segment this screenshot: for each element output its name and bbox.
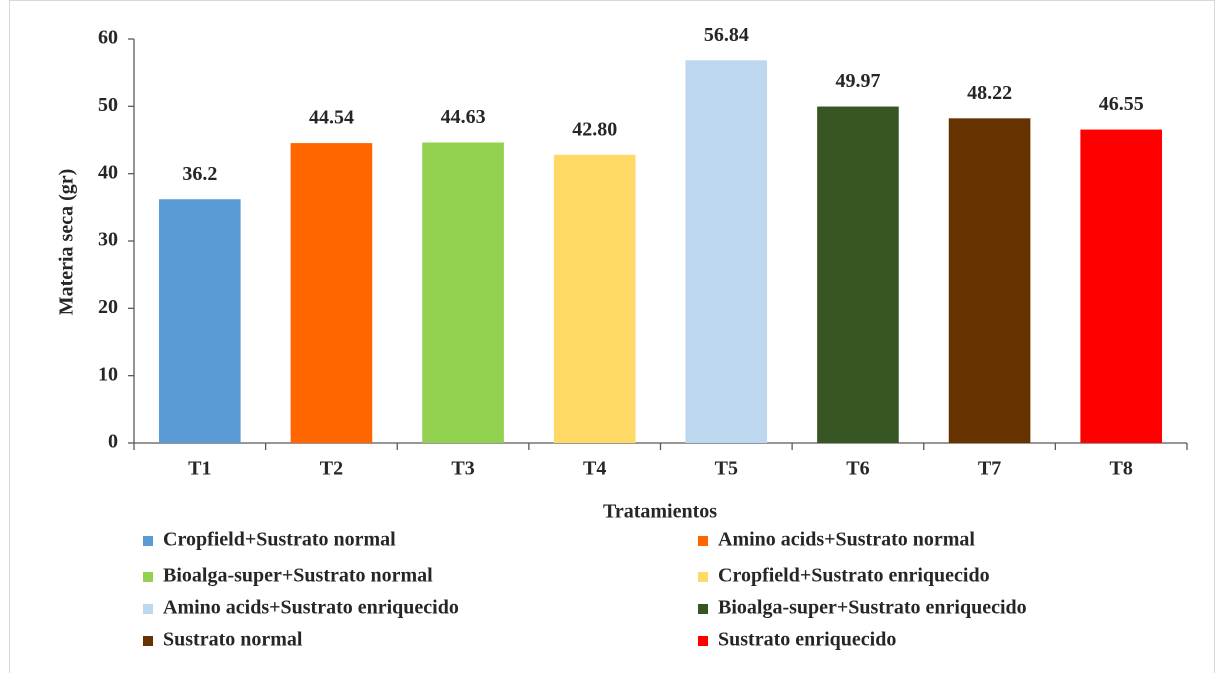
bar xyxy=(553,154,636,443)
bar xyxy=(817,106,899,443)
data-label: 48.22 xyxy=(967,82,1012,104)
x-tick-label: T2 xyxy=(320,458,343,480)
x-tick-label: T4 xyxy=(583,458,606,480)
legend-label: Sustrato normal xyxy=(163,629,303,651)
legend-swatch xyxy=(698,536,708,546)
y-tick-label: 60 xyxy=(98,27,118,49)
data-label: 42.80 xyxy=(572,118,617,140)
x-tick-label: T7 xyxy=(978,458,1001,480)
data-label: 44.54 xyxy=(309,107,354,129)
legend-label: Bioalga-super+Sustrato normal xyxy=(163,565,433,587)
legend-swatch xyxy=(698,572,708,582)
y-tick-label: 50 xyxy=(98,94,118,116)
x-tick-label: T1 xyxy=(188,458,211,480)
legend-swatch xyxy=(698,636,708,646)
legend-label: Amino acids+Sustrato enriquecido xyxy=(163,597,459,619)
legend-swatch xyxy=(143,604,153,614)
y-tick-label: 40 xyxy=(98,161,118,183)
data-label: 44.63 xyxy=(441,106,486,128)
legend-label: Cropfield+Sustrato normal xyxy=(163,529,396,551)
y-tick-label: 20 xyxy=(98,296,118,318)
y-tick-label: 0 xyxy=(108,431,118,453)
x-tick-label: T8 xyxy=(1110,458,1133,480)
data-label: 46.55 xyxy=(1099,93,1144,115)
data-label: 36.2 xyxy=(182,163,217,185)
bar xyxy=(948,118,1031,443)
legend-swatch xyxy=(143,536,153,546)
y-tick-label: 10 xyxy=(98,363,118,385)
bar xyxy=(422,142,504,443)
y-axis-title: Materia seca (gr) xyxy=(56,169,78,316)
bar xyxy=(685,60,768,443)
legend-swatch xyxy=(143,572,153,582)
x-tick-label: T3 xyxy=(451,458,474,480)
chart-frame xyxy=(9,0,1215,673)
x-tick-label: T5 xyxy=(715,458,738,480)
y-tick-label: 30 xyxy=(98,229,118,251)
legend-label: Amino acids+Sustrato normal xyxy=(718,529,975,551)
bar xyxy=(1080,129,1162,443)
legend-label: Sustrato enriquecido xyxy=(718,629,896,651)
data-label: 56.84 xyxy=(704,24,749,46)
legend-swatch xyxy=(143,636,153,646)
x-axis-title: Tratamientos xyxy=(603,501,717,523)
legend-swatch xyxy=(698,604,708,614)
bar xyxy=(159,199,241,443)
legend-label: Cropfield+Sustrato enriquecido xyxy=(718,565,990,587)
x-tick-label: T6 xyxy=(846,458,869,480)
bar xyxy=(290,143,373,443)
legend-label: Bioalga-super+Sustrato enriquecido xyxy=(718,597,1027,619)
data-label: 49.97 xyxy=(835,70,880,92)
